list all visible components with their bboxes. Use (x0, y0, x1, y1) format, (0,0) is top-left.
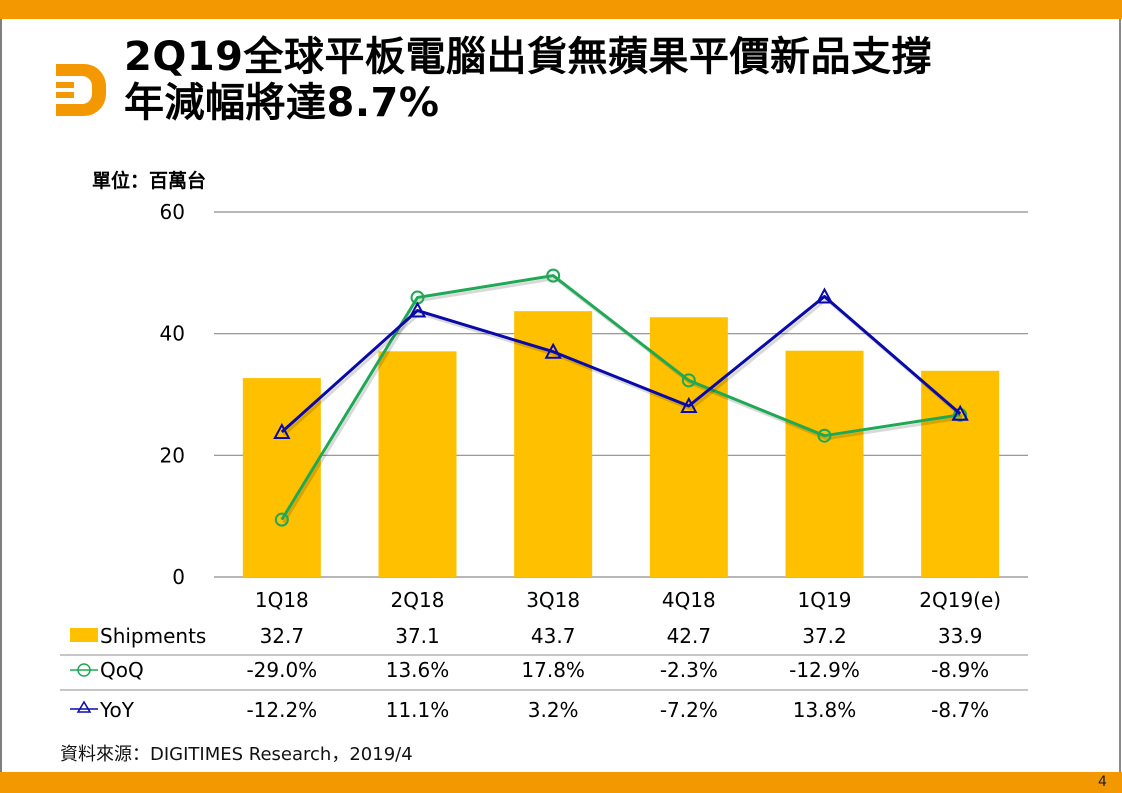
x-axis-labels: 1Q18 2Q18 3Q18 4Q18 1Q19 2Q19(e) (255, 588, 1001, 612)
table-cell-shipments: 32.7 (260, 624, 305, 648)
gridlines (214, 211, 1028, 578)
table-cell-qoq: 13.6% (386, 658, 450, 682)
table-cell-shipments: 43.7 (531, 624, 576, 648)
y-tick-label: 40 (160, 322, 185, 346)
bar-shipments (921, 370, 1000, 577)
bar-shipments (785, 350, 864, 577)
bar-shipments (649, 317, 728, 577)
table-cell-yoy: 13.8% (793, 698, 857, 722)
marker-yoy (680, 396, 698, 413)
y-tick-label: 60 (160, 200, 185, 224)
table-cell-shipments: 42.7 (667, 624, 712, 648)
unit-label: 單位：百萬台 (92, 170, 207, 192)
line-qoq (280, 274, 961, 521)
legend-key-shipments (70, 628, 98, 642)
table-cell-yoy: -7.2% (660, 698, 718, 722)
x-tick-label: 4Q18 (662, 588, 716, 612)
legend-label-qoq: QoQ (100, 658, 144, 682)
page-number: 4 (1098, 774, 1107, 790)
x-tick-label: 2Q18 (391, 588, 445, 612)
table-cell-shipments: 33.9 (938, 624, 983, 648)
x-tick-label: 1Q19 (798, 588, 852, 612)
line-yoy (280, 294, 962, 434)
digitimes-logo-icon (56, 64, 106, 116)
x-tick-label: 3Q18 (526, 588, 580, 612)
page-title: 2Q19全球平板電腦出貨無蘋果平價新品支撐 年減幅將達8.7% (124, 34, 932, 126)
marker-yoy (951, 404, 969, 421)
table-cell-qoq: -2.3% (660, 658, 718, 682)
bottom-accent-bar (0, 772, 1122, 793)
table-cell-qoq: -8.9% (931, 658, 989, 682)
marker-yoy (544, 342, 562, 359)
table-cell-qoq: -29.0% (246, 658, 317, 682)
legend-label-shipments: Shipments (100, 624, 206, 648)
marker-yoy (815, 287, 834, 304)
marker-yoy (273, 422, 291, 440)
y-tick-label: 0 (172, 565, 185, 589)
data-table: Shipments 32.7 37.1 43.7 42.7 37.2 33.9 QoQ -29.… (60, 624, 1028, 722)
legend-label-yoy: YoY (99, 698, 135, 722)
table-cell-yoy: -8.7% (931, 698, 989, 722)
lines (273, 268, 969, 527)
marker-qoq (274, 512, 289, 527)
marker-qoq (546, 268, 561, 283)
bar-shipments (514, 311, 593, 577)
x-tick-label: 1Q18 (255, 588, 309, 612)
right-border (1119, 19, 1121, 772)
x-tick-label: 2Q19(e) (919, 588, 1001, 612)
legend-key-yoy-marker (76, 700, 92, 713)
table-cell-shipments: 37.2 (802, 624, 847, 648)
table-cell-yoy: 11.1% (386, 698, 450, 722)
y-axis-ticks: 0 20 40 60 (160, 200, 185, 589)
table-cell-yoy: -12.2% (246, 698, 317, 722)
marker-qoq (681, 373, 696, 388)
table-cell-qoq: 17.8% (521, 658, 585, 682)
table-cell-qoq: -12.9% (789, 658, 860, 682)
y-tick-label: 20 (160, 443, 185, 467)
marker-yoy (408, 301, 427, 318)
table-cell-yoy: 3.2% (528, 698, 579, 722)
bar-shipments (378, 351, 457, 577)
top-accent-bar (0, 0, 1122, 19)
source-note: 資料來源：DIGITIMES Research，2019/4 (60, 744, 413, 765)
legend-key-qoq-marker (77, 663, 91, 677)
left-border (0, 19, 2, 772)
table-cell-shipments: 37.1 (395, 624, 440, 648)
marker-qoq (817, 428, 832, 443)
